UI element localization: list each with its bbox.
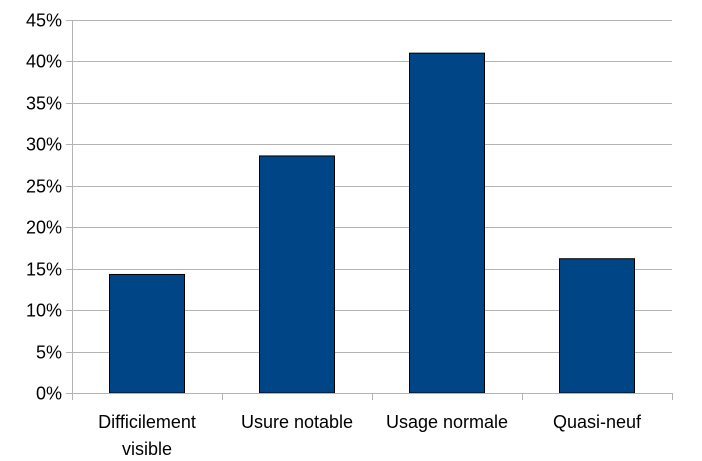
y-tick-label: 45% xyxy=(26,11,62,31)
y-tick-label: 25% xyxy=(26,177,62,197)
y-tick-label: 35% xyxy=(26,94,62,114)
axes xyxy=(72,20,673,400)
bar xyxy=(259,155,335,394)
y-tick-label: 10% xyxy=(26,301,62,321)
x-category-label: Usure notable xyxy=(241,412,353,432)
x-category-label: Difficilement visible xyxy=(98,412,196,459)
y-tick-label: 40% xyxy=(26,52,62,72)
y-tick-label: 15% xyxy=(26,260,62,280)
y-axis-tick-labels: 0% 5% 10% 15% 20% 25% 30% 35% 40% 45% xyxy=(26,11,62,404)
x-category-label-line: Usage normale xyxy=(386,412,508,432)
bar xyxy=(559,258,635,394)
y-tick-label: 30% xyxy=(26,135,62,155)
x-category-label-line: Difficilement xyxy=(98,412,196,432)
x-category-label-line: Quasi-neuf xyxy=(553,412,642,432)
x-category-label: Usage normale xyxy=(386,412,508,432)
x-axis-category-labels: Difficilement visible Usure notable Usage n… xyxy=(98,412,642,459)
x-category-label-line: visible xyxy=(122,439,172,459)
y-tick-label: 0% xyxy=(36,384,62,404)
bars xyxy=(109,52,635,394)
bar xyxy=(409,52,485,394)
x-category-label: Quasi-neuf xyxy=(553,412,642,432)
x-category-label-line: Usure notable xyxy=(241,412,353,432)
y-tick-label: 5% xyxy=(36,343,62,363)
bar xyxy=(109,273,185,394)
y-tick-label: 20% xyxy=(26,218,62,238)
